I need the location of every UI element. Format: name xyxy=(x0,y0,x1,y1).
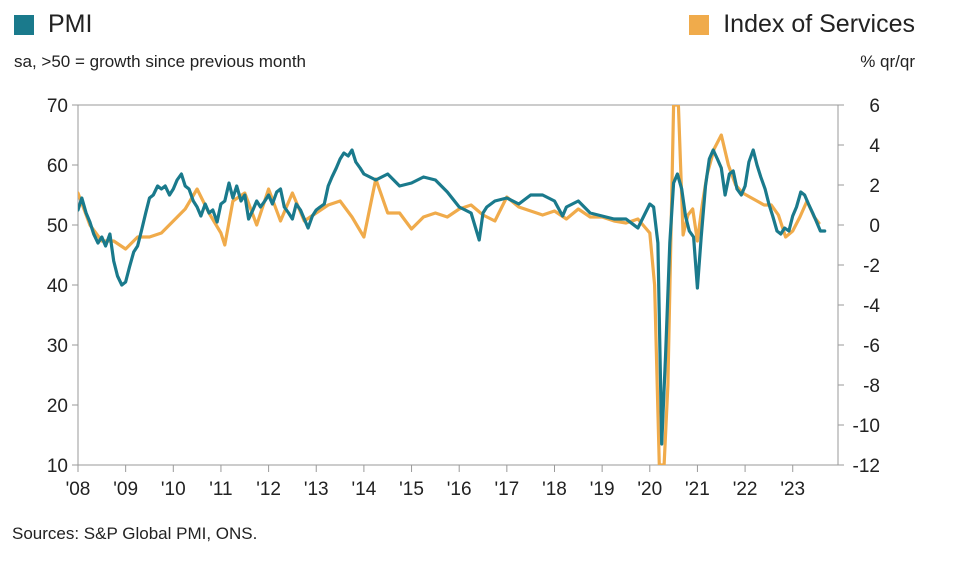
x-tick-label: '20 xyxy=(637,479,662,500)
x-tick-label: '08 xyxy=(66,479,91,500)
x-tick-label: '11 xyxy=(209,479,232,500)
x-tick-label: '22 xyxy=(733,479,758,500)
x-tick-label: '21 xyxy=(685,479,710,500)
chart-lines xyxy=(78,105,827,465)
x-tick-label: '10 xyxy=(161,479,186,500)
x-tick-label: '12 xyxy=(256,479,281,500)
right-tick-label: 0 xyxy=(869,216,880,237)
line-chart: 10 20 30 40 50 60 70 -12 -10 -8 -6 -4 -2 0 2 4 6 '08 '09 '1… xyxy=(47,96,881,500)
x-tick-label: '13 xyxy=(304,479,329,500)
right-tick-label: 4 xyxy=(869,136,880,157)
right-tick-label: -10 xyxy=(853,416,880,437)
x-tick-label: '15 xyxy=(399,479,424,500)
right-tick-label: -12 xyxy=(853,456,880,477)
legend-swatch-pmi xyxy=(14,14,34,35)
x-tick-label: '09 xyxy=(113,479,138,500)
right-tick-label: 2 xyxy=(869,176,880,197)
left-axis-subtitle: sa, >50 = growth since previous month xyxy=(14,52,306,71)
source-note: Sources: S&P Global PMI, ONS. xyxy=(12,524,258,543)
right-tick-label: -8 xyxy=(863,376,880,397)
plot-frame xyxy=(77,104,839,466)
x-tick-label: '19 xyxy=(590,479,615,500)
x-tick-label: '18 xyxy=(542,479,567,500)
left-tick-label: 20 xyxy=(47,396,68,417)
legend-label-pmi: PMI xyxy=(48,10,93,38)
x-tick-label: '14 xyxy=(352,479,377,500)
x-tick-label: '16 xyxy=(447,479,472,500)
left-tick-label: 10 xyxy=(47,456,68,477)
x-tick-label: '23 xyxy=(780,479,805,500)
right-tick-label: 6 xyxy=(869,96,880,117)
left-tick-label: 40 xyxy=(47,276,68,297)
right-tick-label: -6 xyxy=(863,336,880,357)
series-line-pmi xyxy=(78,148,827,446)
x-tick-label: '17 xyxy=(494,479,519,500)
left-tick-label: 30 xyxy=(47,336,68,357)
legend-swatch-index-of-services xyxy=(689,14,710,35)
series-line-index-of-services xyxy=(78,105,821,465)
right-axis-subtitle: % qr/qr xyxy=(860,52,915,71)
right-tick-label: -4 xyxy=(863,296,880,317)
legend-label-index-of-services: Index of Services xyxy=(723,10,915,38)
left-tick-label: 50 xyxy=(47,216,68,237)
legend-pmi: PMI xyxy=(14,10,92,39)
left-tick-label: 60 xyxy=(47,156,68,177)
right-tick-label: -2 xyxy=(863,256,880,277)
left-tick-label: 70 xyxy=(47,96,68,117)
chart-axes: 10 20 30 40 50 60 70 -12 -10 -8 -6 -4 -2 0 2 4 6 '08 '09 '1… xyxy=(47,96,881,500)
legend-index-of-services: Index of Services xyxy=(689,10,915,39)
